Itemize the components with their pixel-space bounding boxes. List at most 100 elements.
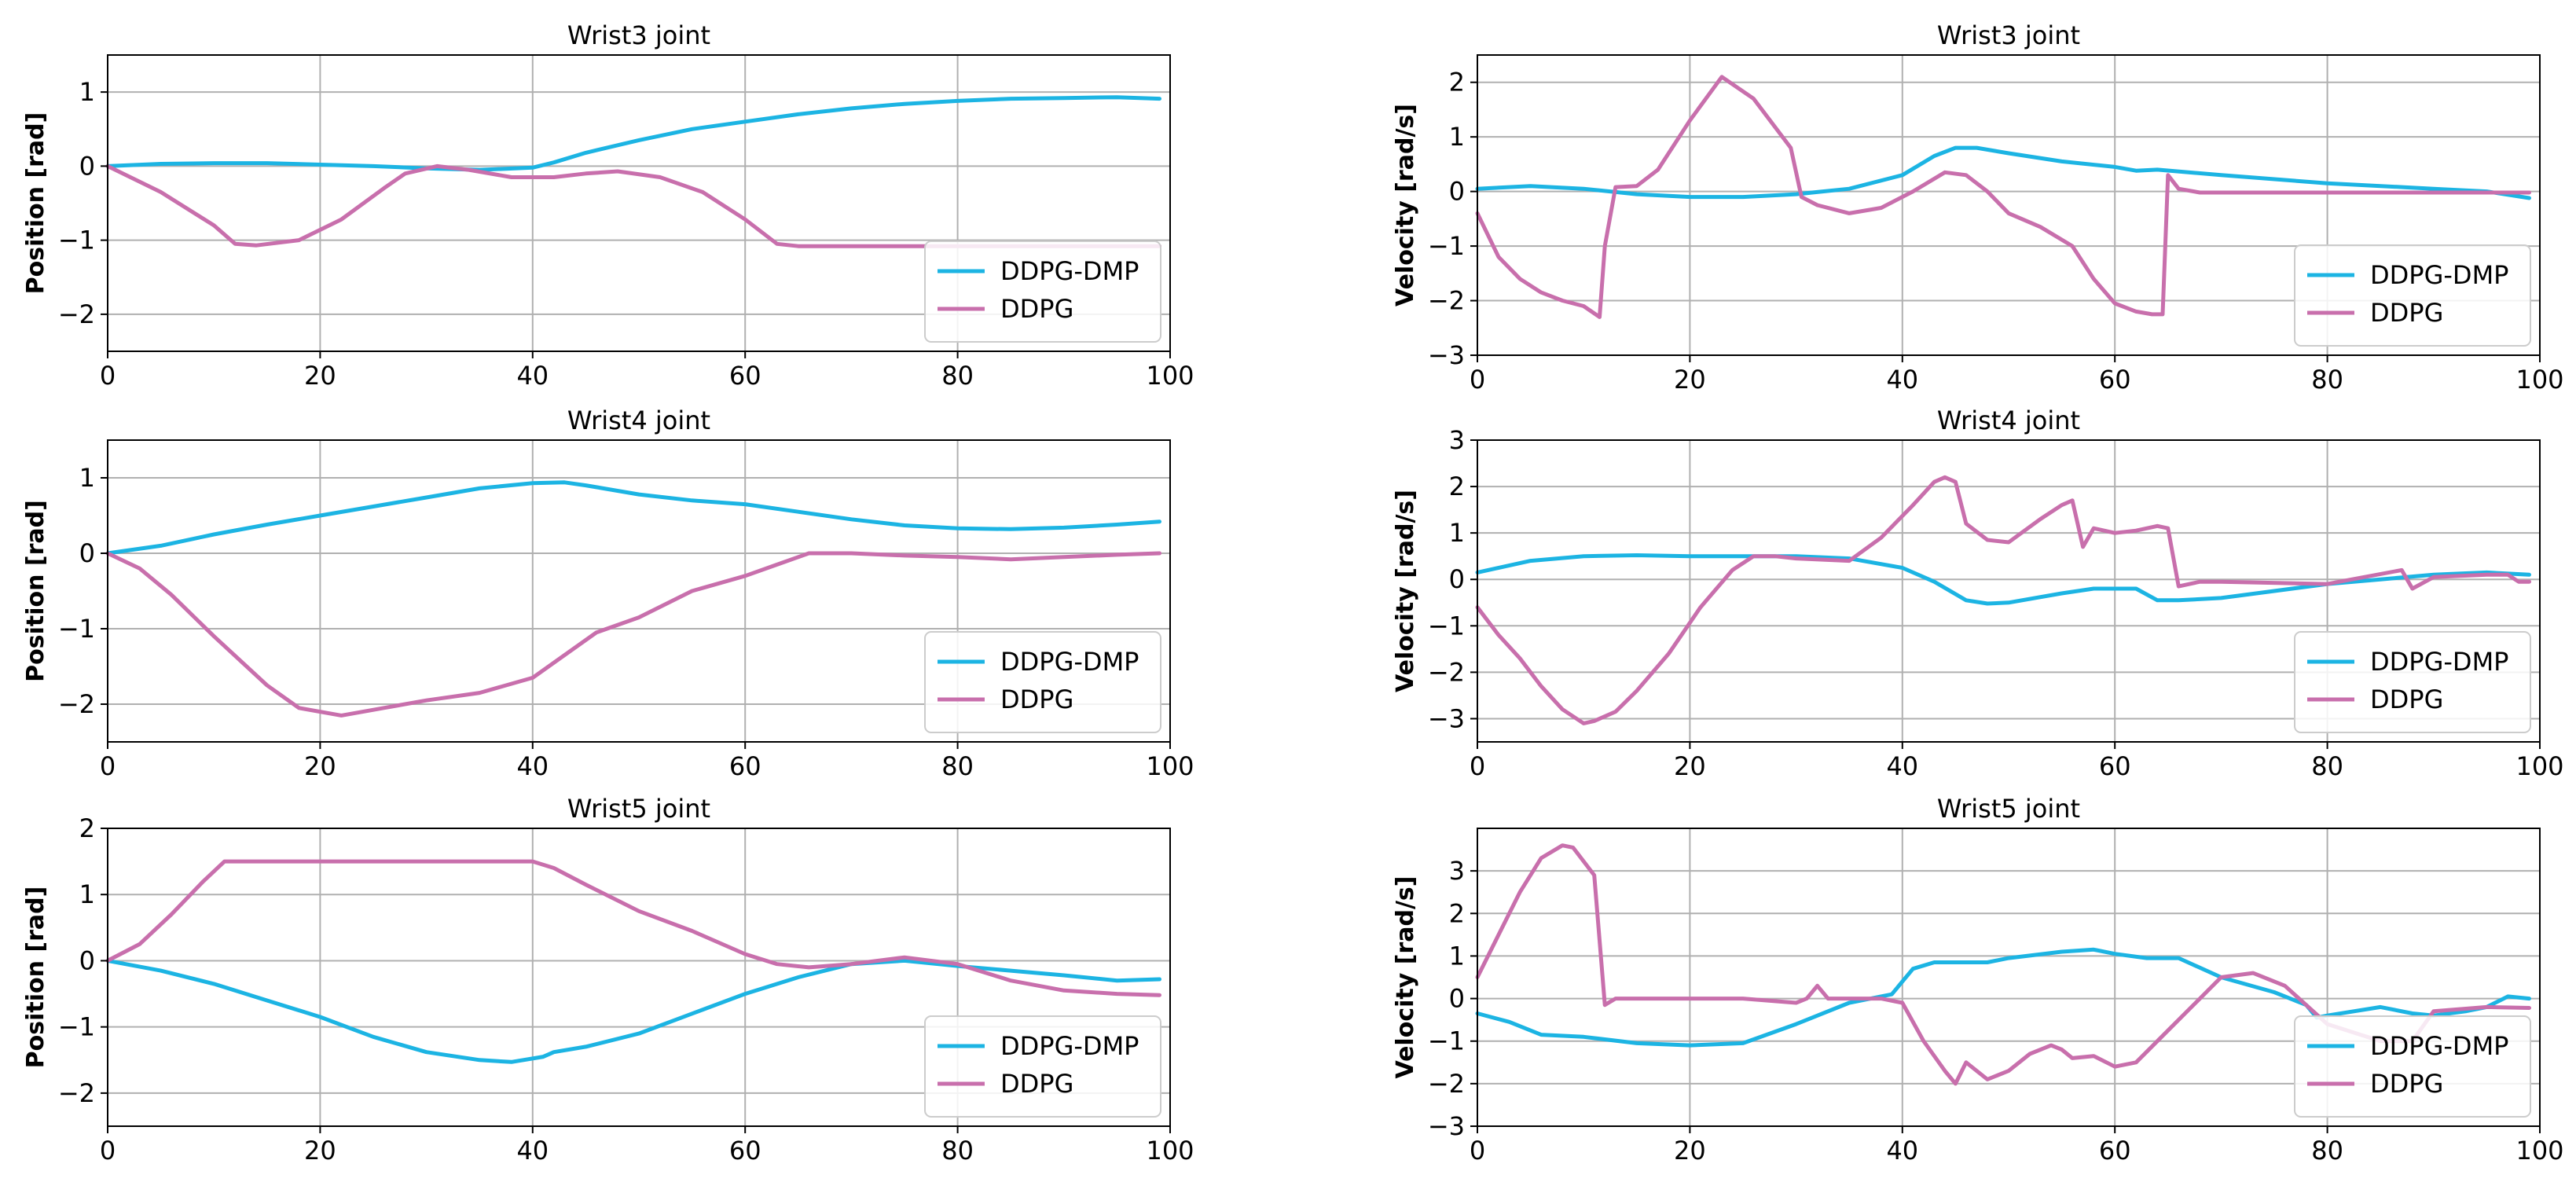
y-tick-label: 2: [1449, 898, 1465, 928]
x-tick-label: 20: [304, 1136, 336, 1165]
chart-title: Wrist3 joint: [1937, 20, 2080, 50]
y-tick-label: −3: [1428, 1111, 1465, 1141]
chart-title: Wrist5 joint: [1937, 794, 2080, 824]
y-tick-label: 1: [79, 879, 95, 909]
series-line-ddpg: [1475, 843, 2531, 1086]
legend: DDPG-DMP DDPG: [924, 240, 1161, 343]
x-tick-label: 60: [2099, 751, 2131, 781]
legend-box: [2294, 1015, 2531, 1118]
legend-box: [924, 1015, 1161, 1118]
x-tick-label: 100: [1146, 751, 1194, 781]
axes-frame: [107, 828, 1171, 1127]
y-axis-label: Position [rad]: [22, 886, 50, 1069]
chart-panel-6: 0 20 40 60 80 100 −3 −2 −1 0 1 2 3 Wrist5 joint Veloci…: [1392, 794, 2564, 1165]
y-tick-label: 1: [1449, 518, 1465, 548]
y-tick-label: −1: [1428, 1026, 1465, 1056]
x-tick-label: 100: [2515, 1136, 2563, 1165]
chart-panel-2: 0 20 40 60 80 100 −3 −2 −1 0 1 2 Wrist3 joint Velocit…: [1392, 20, 2564, 395]
legend-label: DDPG-DMP: [1000, 647, 1139, 677]
legend-label: DDPG: [1000, 685, 1073, 714]
y-tick-label: −1: [58, 1012, 95, 1042]
series-line-ddpg: [105, 163, 1161, 248]
series-line-ddpg-dmp: [1475, 145, 2531, 200]
y-tick-label: −2: [58, 689, 95, 719]
y-tick-label: −2: [1428, 1069, 1465, 1099]
legend: DDPG-DMP DDPG: [924, 1015, 1161, 1118]
x-tick-label: 80: [2311, 751, 2343, 781]
y-tick-label: 3: [1449, 425, 1465, 455]
series-line-ddpg: [105, 859, 1161, 997]
chart-title: Wrist4 joint: [1937, 406, 2080, 435]
x-tick-label: 80: [941, 1136, 974, 1165]
series-line-ddpg: [105, 551, 1161, 718]
series-line-ddpg-dmp: [105, 95, 1161, 172]
legend-label: DDPG: [2370, 1069, 2443, 1099]
series-line-ddpg: [1475, 475, 2531, 725]
chart-panel-5: 0 20 40 60 80 100 −2 −1 0 1 2 Wrist5 joint Position …: [22, 794, 1194, 1165]
y-tick-label: 3: [1449, 856, 1465, 886]
axes-frame: [107, 439, 1171, 743]
y-tick-label: 0: [79, 538, 95, 568]
x-tick-label: 20: [1674, 751, 1706, 781]
y-tick-label: 1: [1449, 122, 1465, 152]
y-tick-label: 2: [79, 813, 95, 843]
legend-label: DDPG: [2370, 298, 2443, 328]
y-tick-label: 0: [79, 945, 95, 975]
series-line-ddpg-dmp: [1475, 947, 2531, 1048]
y-axis-label: Position [rad]: [22, 500, 50, 682]
legend-box: [2294, 244, 2531, 347]
y-tick-label: 2: [1449, 68, 1465, 97]
y-tick-label: −2: [1428, 657, 1465, 687]
chart-title: Wrist5 joint: [567, 794, 710, 824]
x-tick-label: 0: [1470, 1136, 1485, 1165]
y-tick-label: 2: [1449, 472, 1465, 501]
x-tick-label: 80: [2311, 365, 2343, 395]
x-tick-label: 20: [1674, 365, 1706, 395]
chart-title: Wrist4 joint: [567, 406, 710, 435]
x-tick-label: 20: [1674, 1136, 1706, 1165]
x-tick-label: 0: [100, 361, 116, 391]
y-tick-label: −2: [58, 1078, 95, 1108]
y-tick-label: 1: [79, 77, 95, 107]
y-tick-label: 0: [1449, 177, 1465, 207]
legend: DDPG-DMP DDPG: [2294, 631, 2531, 733]
chart-panel-4: 0 20 40 60 80 100 −3 −2 −1 0 1 2 3 Wrist4 joint Veloci…: [1392, 406, 2564, 781]
x-tick-label: 40: [516, 1136, 549, 1165]
legend: DDPG-DMP DDPG: [2294, 1015, 2531, 1118]
x-tick-label: 20: [304, 361, 336, 391]
axes-frame: [1477, 439, 2541, 743]
y-tick-label: −1: [1428, 611, 1465, 641]
x-tick-label: 60: [2099, 365, 2131, 395]
x-tick-label: 100: [2515, 365, 2563, 395]
x-tick-label: 80: [2311, 1136, 2343, 1165]
legend-label: DDPG-DMP: [1000, 256, 1139, 286]
legend-label: DDPG-DMP: [2370, 647, 2508, 677]
axes-frame: [1477, 54, 2541, 356]
x-tick-label: 40: [516, 361, 549, 391]
legend-label: DDPG: [2370, 685, 2443, 714]
legend-label: DDPG: [1000, 294, 1073, 324]
x-tick-label: 80: [941, 361, 974, 391]
y-tick-label: 1: [79, 463, 95, 493]
x-tick-label: 60: [729, 361, 761, 391]
legend-label: DDPG-DMP: [2370, 260, 2508, 290]
y-tick-label: 0: [1449, 564, 1465, 594]
y-axis-label: Position [rad]: [22, 112, 50, 295]
axes-frame: [1477, 828, 2541, 1127]
x-tick-label: 40: [1886, 1136, 1918, 1165]
x-tick-label: 40: [1886, 365, 1918, 395]
chart-panel-3: 0 20 40 60 80 100 −2 −1 0 1 Wrist4 joint Position […: [22, 406, 1194, 781]
x-tick-label: 20: [304, 751, 336, 781]
y-tick-label: −1: [58, 226, 95, 255]
axes-frame: [107, 54, 1171, 352]
y-tick-label: −1: [58, 614, 95, 644]
legend-label: DDPG-DMP: [2370, 1031, 2508, 1061]
legend-box: [2294, 631, 2531, 733]
legend-label: DDPG-DMP: [1000, 1031, 1139, 1061]
legend: DDPG-DMP DDPG: [924, 631, 1161, 733]
series-line-ddpg-dmp: [105, 480, 1161, 556]
x-tick-label: 0: [1470, 365, 1485, 395]
y-axis-label: Velocity [rad/s]: [1392, 104, 1419, 307]
x-tick-label: 80: [941, 751, 974, 781]
